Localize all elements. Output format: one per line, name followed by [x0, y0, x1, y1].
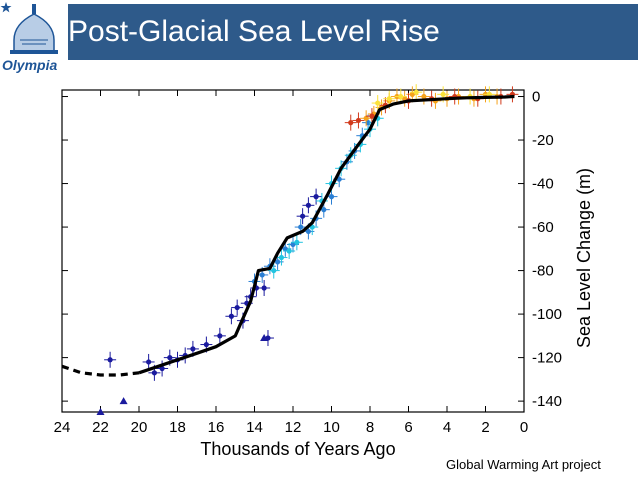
- data-point: [151, 370, 157, 376]
- y-tick-label: -120: [532, 350, 562, 367]
- data-point-triangle: [119, 397, 128, 405]
- data-point: [228, 313, 234, 319]
- data-point: [305, 228, 311, 235]
- data-point: [413, 89, 419, 95]
- data-point: [365, 120, 371, 126]
- data-point: [107, 357, 113, 363]
- data-point: [159, 365, 165, 372]
- data-point: [290, 241, 296, 248]
- data-point: [421, 93, 427, 100]
- x-tick-label: 10: [323, 419, 340, 436]
- data-point: [305, 202, 311, 208]
- x-tick-label: 18: [169, 419, 186, 436]
- y-axis-label: Sea Level Change (m): [574, 168, 594, 348]
- data-point: [146, 359, 152, 365]
- x-tick-label: 24: [54, 419, 71, 436]
- data-point: [271, 267, 277, 274]
- y-tick-label: 0: [532, 89, 540, 106]
- data-point: [375, 100, 381, 106]
- x-tick-label: 14: [246, 419, 263, 436]
- x-tick-label: 8: [366, 419, 374, 436]
- data-point: [298, 224, 304, 230]
- data-point: [190, 346, 196, 352]
- sea-level-curve: [138, 94, 515, 375]
- x-tick-label: 0: [520, 419, 528, 436]
- x-tick-label: 2: [481, 419, 489, 436]
- data-point: [259, 272, 265, 278]
- x-tick-label: 4: [443, 419, 451, 436]
- star-icon: [0, 2, 12, 13]
- data-point: [294, 239, 300, 245]
- page-title: Post-Glacial Sea Level Rise: [68, 15, 440, 48]
- data-point: [363, 115, 369, 121]
- logo-text: Olympia: [2, 57, 58, 73]
- title-bar: [68, 4, 638, 60]
- x-axis-label: Thousands of Years Ago: [200, 439, 395, 459]
- data-point: [278, 254, 285, 261]
- source-credit: Global Warming Art project: [446, 457, 601, 472]
- sea-level-chart: 24 22 20 18 16 14 12 10 8 6 4 2 0 0-20-40-60-80-100-…: [54, 84, 594, 459]
- data-point: [261, 285, 267, 291]
- x-tick-label: 6: [404, 419, 412, 436]
- capitol-dome-icon: [13, 13, 55, 53]
- extrapolated-curve: [61, 364, 140, 377]
- data-point: [321, 207, 327, 213]
- data-point: [369, 113, 375, 119]
- olympia-capitol-logo: [0, 0, 68, 56]
- data-point: [348, 120, 354, 126]
- data-point-triangle: [96, 408, 105, 415]
- data-point: [234, 304, 240, 311]
- data-point: [486, 91, 492, 97]
- data-point: [355, 117, 362, 124]
- y-tick-label: -40: [532, 176, 554, 193]
- y-tick-label: -20: [532, 132, 554, 149]
- x-tick-label: 16: [208, 419, 225, 436]
- data-point: [398, 93, 404, 100]
- data-point: [282, 246, 288, 252]
- data-point: [386, 96, 392, 102]
- data-point-triangle: [260, 334, 269, 342]
- x-tick-label: 12: [285, 419, 302, 436]
- data-point: [167, 355, 173, 361]
- y-tick-label: -80: [532, 263, 554, 280]
- data-point: [286, 248, 292, 254]
- y-tick-label: -100: [532, 306, 562, 323]
- data-point: [313, 194, 319, 200]
- data-point: [203, 341, 209, 348]
- data-point: [440, 91, 446, 97]
- data-point: [300, 213, 306, 219]
- data-point: [275, 259, 281, 265]
- y-tick-label: -60: [532, 219, 554, 236]
- x-tick-label: 22: [92, 419, 109, 436]
- x-tick-label: 20: [131, 419, 148, 436]
- data-point: [328, 194, 335, 200]
- data-point: [409, 91, 415, 97]
- data-point: [217, 333, 223, 339]
- y-tick-label: -140: [532, 393, 562, 410]
